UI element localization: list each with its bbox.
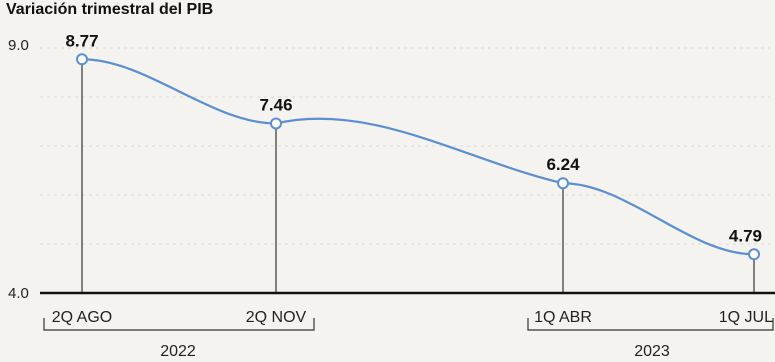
x-tick-1q-abr: 1Q ABR [534,309,592,326]
data-label-1q-jul: 4.79 [729,226,762,245]
year-label-2023: 2023 [634,343,670,360]
data-label-2q-ago: 8.77 [65,31,98,50]
year-bracket-1 [527,318,774,331]
x-tick-1q-jul: 1Q JUL [719,309,773,326]
chart-title: Variación trimestral del PIB [6,1,213,18]
data-point-1 [270,117,282,130]
drop-lines [81,59,755,293]
series-line [81,58,755,256]
gridlines [40,47,770,245]
data-point-2 [557,177,569,190]
data-label-2q-nov: 7.46 [259,95,292,114]
y-tick-4: 4.0 [8,285,29,302]
year-brackets [43,318,774,331]
year-bracket-0 [43,318,315,331]
year-label-2022: 2022 [160,343,196,360]
x-tick-2q-nov: 2Q NOV [246,309,307,326]
markers [76,53,760,261]
x-tick-2q-ago: 2Q AGO [52,309,112,326]
y-tick-9: 9.0 [8,37,29,54]
data-point-0 [76,53,88,66]
data-label-1q-abr: 6.24 [546,155,580,174]
data-point-3 [748,248,760,261]
